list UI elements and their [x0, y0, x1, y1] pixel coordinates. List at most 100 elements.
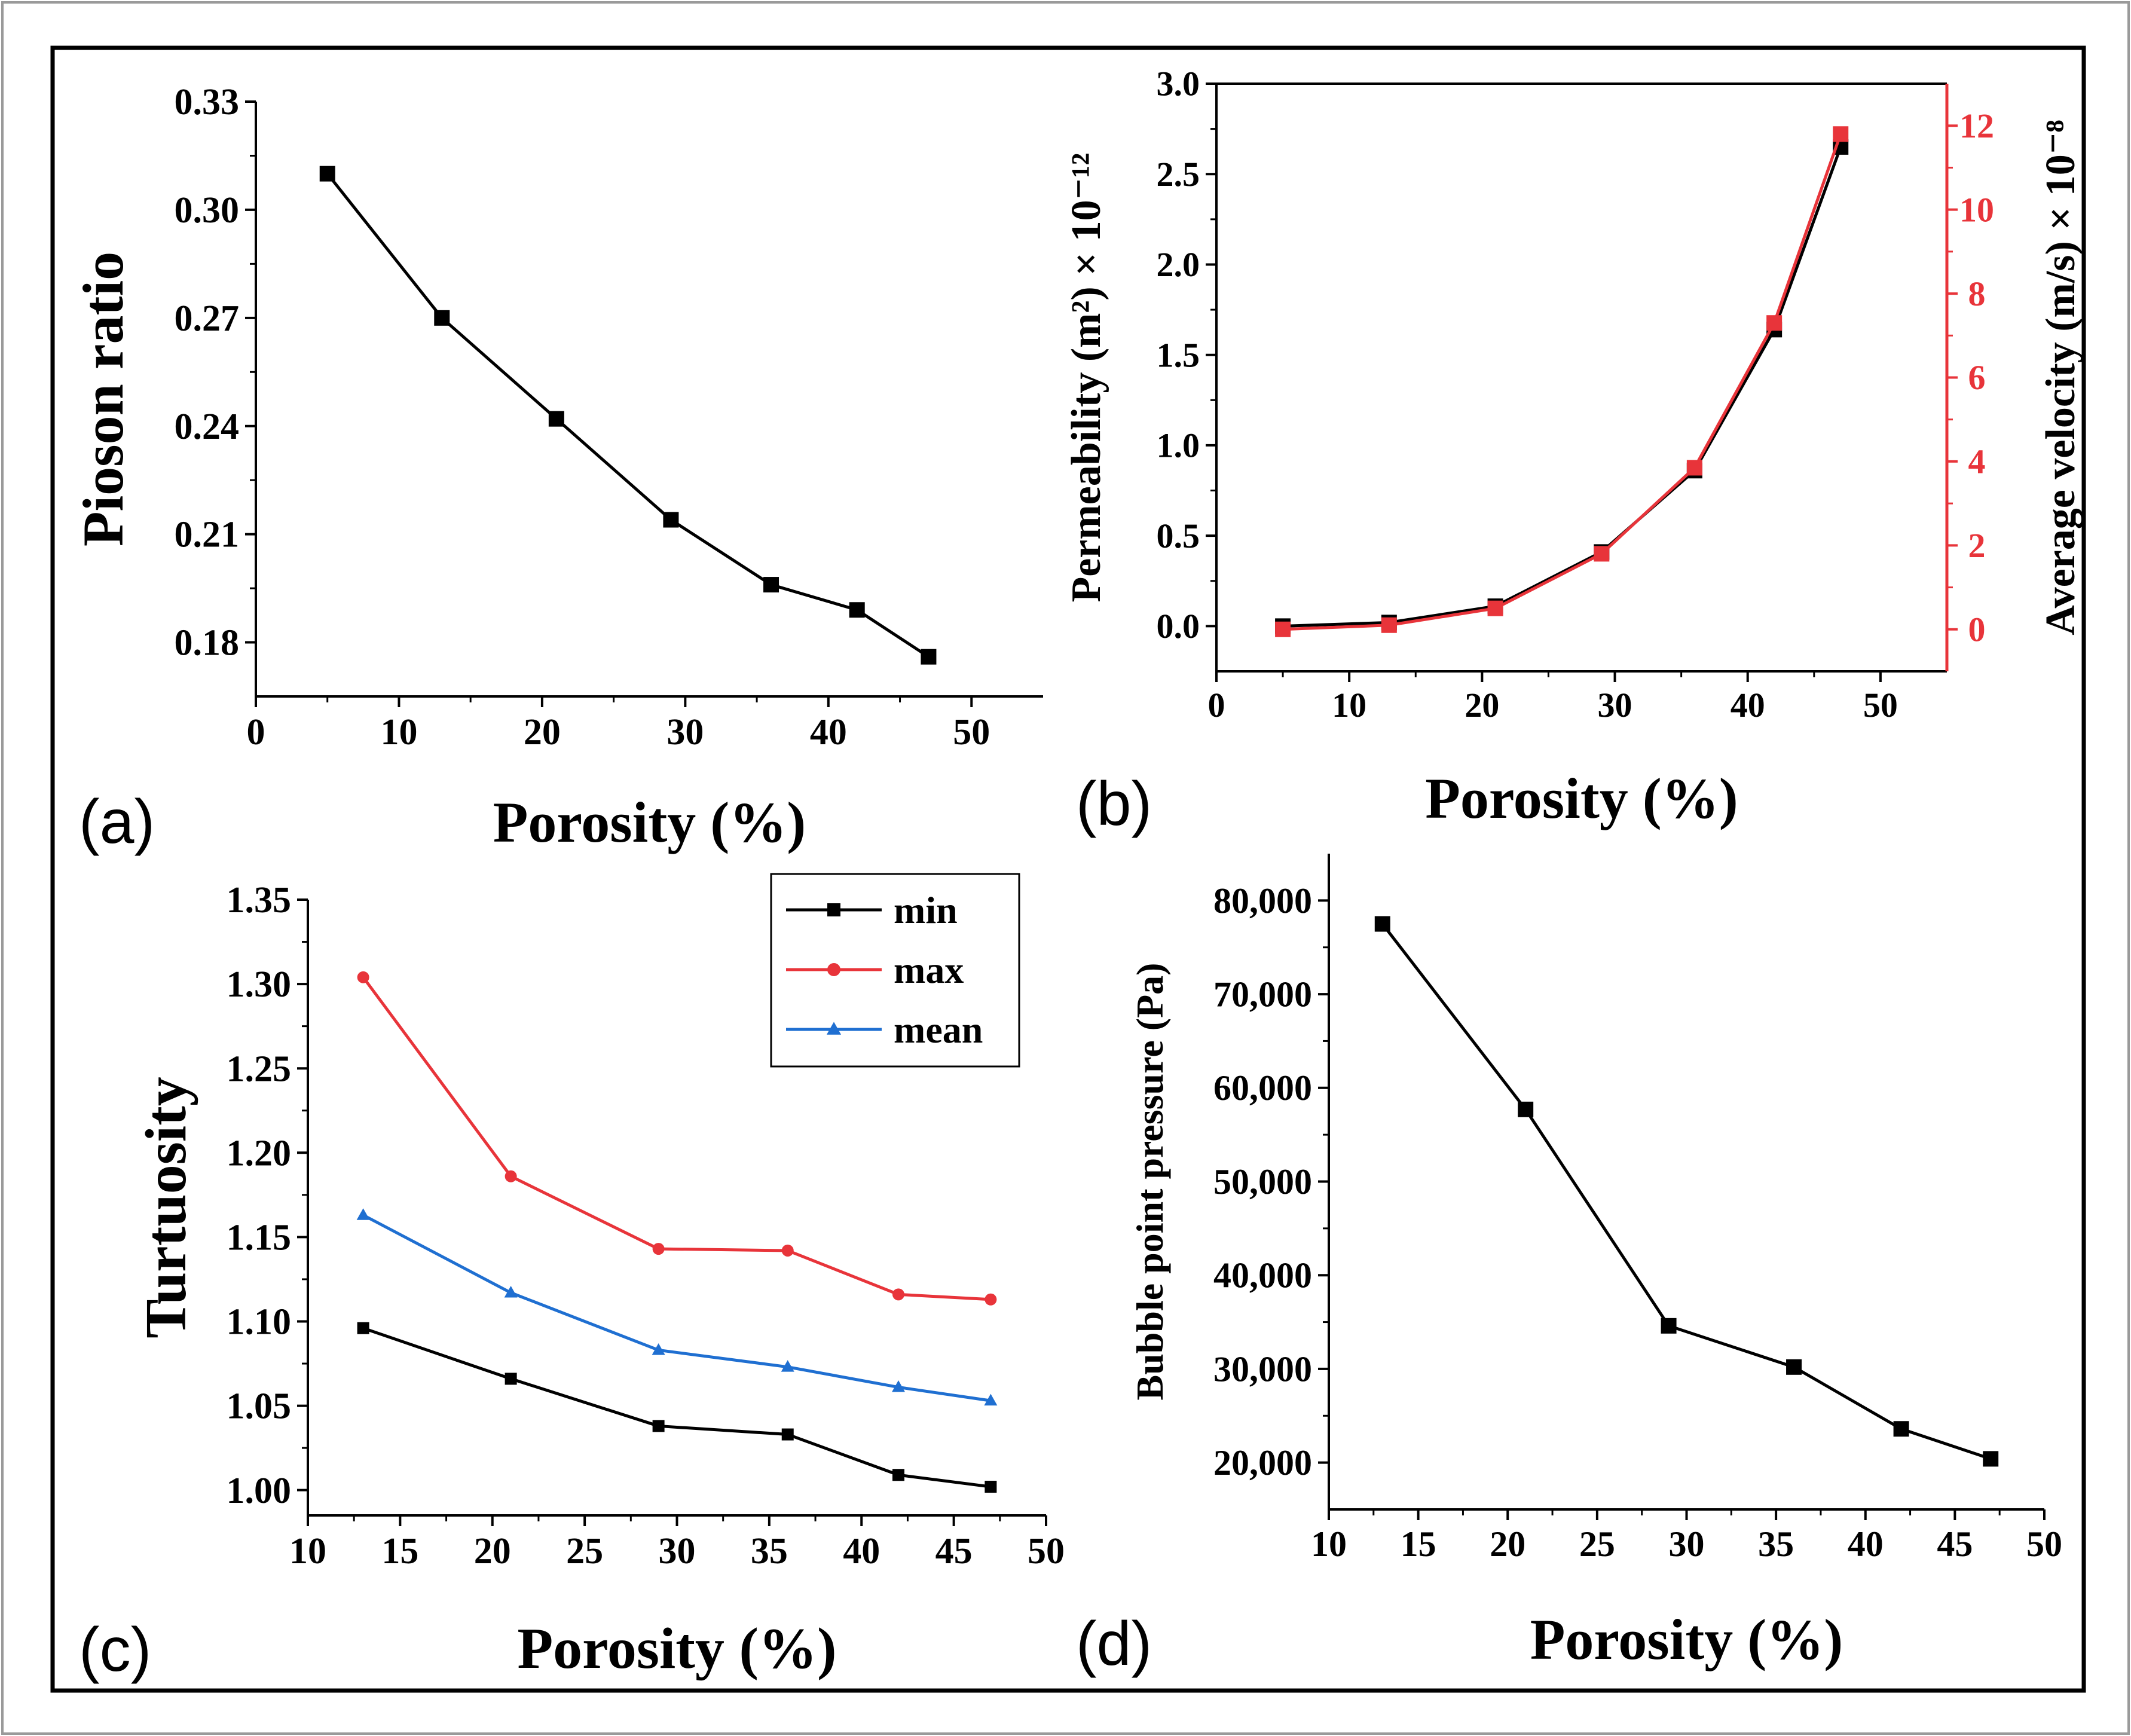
panel-c: 10 15 20 25 30 35 40 45 50 1.00 1.05 1.10 1.15 1.20 1.…	[79, 873, 1065, 1685]
legend-label: min	[894, 889, 958, 931]
y-tick-label: 1.35	[227, 880, 292, 921]
x-tick-label: 10	[380, 712, 417, 753]
x-tick-label: 40	[810, 712, 847, 753]
x-axis-title: Porosity (%)	[1425, 766, 1738, 830]
y-tick-label: 30,000	[1213, 1349, 1312, 1389]
series-permeability	[1275, 139, 1849, 634]
data-point	[319, 166, 335, 182]
series-pioson-ratio	[319, 166, 937, 665]
data-point	[781, 1244, 794, 1257]
data-point	[849, 602, 865, 618]
panel-b: 0 10 20 30 40 50 0.0 0.5 1.0 1.5 2.0 2.5 3.0 0 2 4 6 8 10 1…	[1063, 65, 2084, 839]
series-bubble-point-pressure	[1374, 916, 1999, 1467]
data-point	[1786, 1359, 1802, 1375]
x-tick-label: 10	[1332, 686, 1366, 725]
data-point	[434, 310, 450, 326]
data-point	[1686, 460, 1702, 476]
x-tick-label: 20	[474, 1531, 511, 1572]
inner-frame	[50, 45, 2086, 1693]
series-line	[362, 976, 991, 1301]
x-tick-label: 10	[289, 1531, 326, 1572]
data-point	[984, 1393, 998, 1406]
y2-tick-label: 4	[1968, 442, 1986, 481]
series-line	[1381, 923, 1992, 1460]
y-tick-label: 1.20	[227, 1133, 292, 1173]
data-point	[356, 1208, 370, 1220]
data-point	[1594, 546, 1610, 562]
data-point	[357, 971, 369, 983]
data-point	[985, 1481, 997, 1493]
x-tick-label: 0	[1208, 686, 1225, 725]
data-point	[1983, 1451, 1999, 1467]
x-tick-label: 40	[1731, 686, 1765, 725]
panel-label: (d)	[1076, 1609, 1152, 1679]
x-axis-title: Porosity (%)	[493, 790, 806, 854]
legend: min max mean	[770, 873, 1020, 1068]
series-line	[362, 1214, 991, 1402]
legend-marker	[827, 963, 840, 976]
x-tick-label: 15	[1401, 1524, 1436, 1564]
data-point	[505, 1373, 517, 1385]
data-point	[1518, 1101, 1534, 1117]
data-point	[1487, 600, 1503, 616]
data-point	[357, 1322, 369, 1334]
y-tick-label: 50,000	[1213, 1162, 1312, 1202]
series-min	[357, 1322, 997, 1493]
x-tick-label: 35	[1758, 1524, 1794, 1564]
panel-label: (a)	[79, 787, 155, 857]
x-tick-label: 25	[566, 1531, 603, 1572]
data-point	[1275, 621, 1291, 637]
series-line	[326, 173, 930, 658]
series-line	[1282, 133, 1842, 631]
y-tick-label: 1.15	[227, 1217, 292, 1258]
y-tick-label: 0.24	[175, 407, 240, 447]
data-point	[892, 1380, 905, 1392]
y-tick-label: 1.05	[227, 1386, 292, 1427]
y-tick-label: 0.30	[175, 190, 240, 231]
x-tick-label: 35	[751, 1531, 788, 1572]
x-tick-label: 25	[1579, 1524, 1615, 1564]
data-point	[921, 649, 937, 665]
legend-label: max	[894, 949, 964, 991]
y-tick-label: 2.5	[1157, 155, 1200, 194]
x-tick-label: 20	[1465, 686, 1499, 725]
y-tick-label: 80,000	[1213, 881, 1312, 921]
data-point	[505, 1170, 517, 1182]
series-line	[1283, 146, 1842, 628]
data-point	[652, 1420, 665, 1432]
y-tick-label: 0.18	[175, 623, 240, 664]
x-tick-label: 30	[659, 1531, 696, 1572]
series-mean	[356, 1208, 998, 1406]
x-tick-label: 20	[524, 712, 561, 753]
data-point	[663, 512, 679, 528]
data-point	[548, 411, 564, 427]
x-tick-label: 15	[381, 1531, 418, 1572]
x-tick-label: 30	[1669, 1524, 1705, 1564]
legend-label: mean	[894, 1008, 983, 1051]
y-tick-label: 1.5	[1157, 335, 1200, 374]
y-tick-label: 40,000	[1213, 1256, 1312, 1295]
data-point	[763, 577, 779, 593]
panels: 0 10 20 30 40 500.180.210.240.270.300.33Poros…	[71, 65, 2084, 1685]
y2-tick-label: 2	[1968, 526, 1986, 565]
y2-tick-label: 6	[1968, 358, 1986, 397]
data-point	[985, 1293, 997, 1306]
y-tick-label: 1.10	[227, 1302, 292, 1343]
y-tick-label: 0.0	[1157, 607, 1200, 646]
data-point	[781, 1428, 794, 1441]
x-tick-label: 20	[1490, 1524, 1525, 1564]
x-axis-title: Porosity (%)	[517, 1616, 836, 1681]
x-tick-label: 45	[1937, 1524, 1973, 1564]
x-tick-label: 45	[935, 1531, 973, 1572]
data-point	[892, 1288, 904, 1301]
y-tick-label: 0.5	[1157, 516, 1200, 555]
x-tick-label: 40	[843, 1531, 880, 1572]
data-point	[892, 1469, 904, 1481]
data-point	[1661, 1318, 1677, 1334]
series-average-velocity	[1275, 126, 1849, 637]
x-tick-label: 30	[1598, 686, 1632, 725]
y2-tick-label: 12	[1959, 106, 1994, 145]
y-tick-label: 3.0	[1157, 65, 1200, 103]
y2-tick-label: 0	[1968, 610, 1986, 649]
